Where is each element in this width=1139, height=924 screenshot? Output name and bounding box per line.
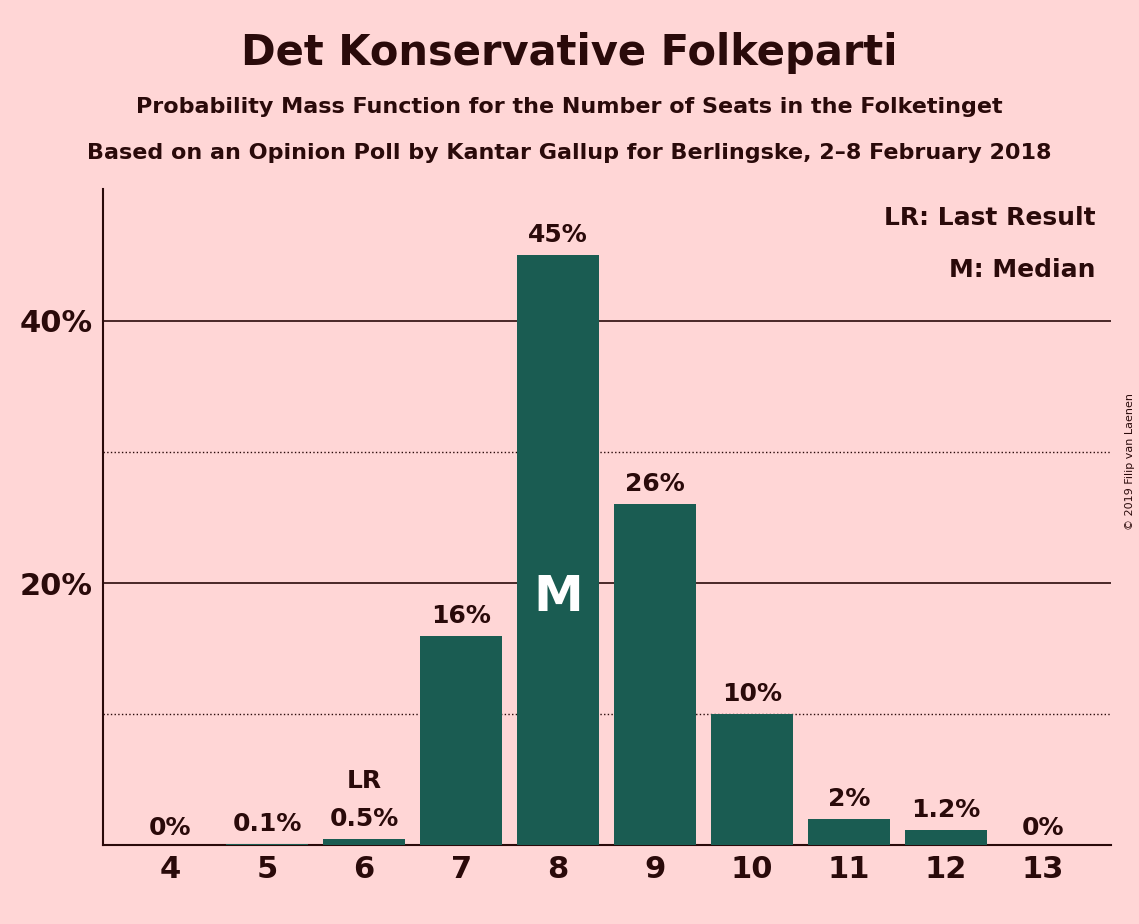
Text: 10%: 10% (722, 683, 781, 706)
Text: Probability Mass Function for the Number of Seats in the Folketinget: Probability Mass Function for the Number… (137, 97, 1002, 117)
Text: 0%: 0% (1022, 816, 1064, 840)
Text: 45%: 45% (528, 224, 588, 247)
Text: M: Median: M: Median (949, 259, 1096, 283)
Text: 26%: 26% (625, 472, 685, 496)
Text: 1.2%: 1.2% (911, 797, 981, 821)
Text: 2%: 2% (828, 787, 870, 811)
Text: © 2019 Filip van Laenen: © 2019 Filip van Laenen (1125, 394, 1134, 530)
Bar (323, 839, 405, 845)
Bar (711, 714, 793, 845)
Text: Based on an Opinion Poll by Kantar Gallup for Berlingske, 2–8 February 2018: Based on an Opinion Poll by Kantar Gallu… (88, 143, 1051, 164)
Text: 0%: 0% (149, 816, 191, 840)
Text: 16%: 16% (432, 603, 491, 627)
Text: 0.5%: 0.5% (329, 807, 399, 831)
Text: 0.1%: 0.1% (232, 812, 302, 836)
Text: LR: LR (346, 769, 382, 793)
Bar (517, 255, 599, 845)
Bar (420, 636, 502, 845)
Text: M: M (533, 574, 583, 622)
Text: Det Konservative Folkeparti: Det Konservative Folkeparti (241, 32, 898, 74)
Bar (808, 820, 890, 845)
Text: LR: Last Result: LR: Last Result (884, 206, 1096, 230)
Bar (904, 830, 988, 845)
Bar (614, 505, 696, 845)
